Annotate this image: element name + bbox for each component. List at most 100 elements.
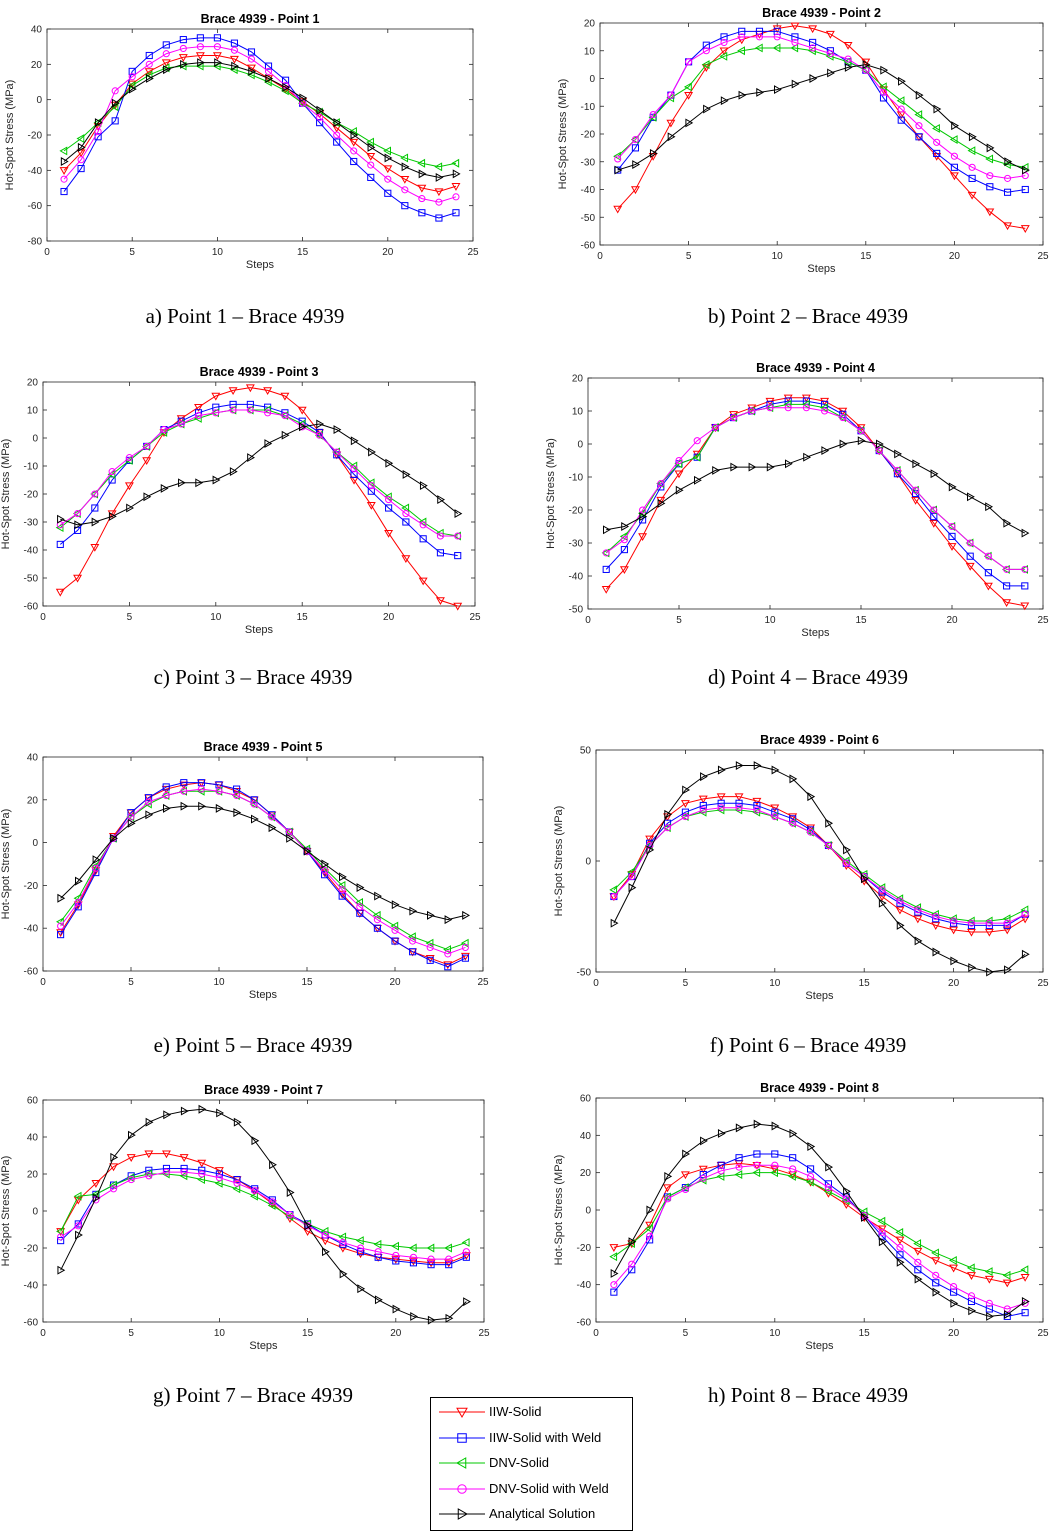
data-point <box>896 920 905 930</box>
legend-swatch <box>439 1432 485 1443</box>
data-point <box>91 504 99 512</box>
data-point <box>454 532 462 540</box>
data-point <box>823 1186 832 1196</box>
data-point <box>60 157 69 166</box>
data-point <box>128 73 136 81</box>
data-point <box>443 961 453 970</box>
data-point <box>408 1243 417 1253</box>
data-point <box>178 54 188 62</box>
data-point <box>407 932 416 942</box>
y-tick-label: 20 <box>572 374 584 385</box>
data-point <box>179 1171 188 1181</box>
legend-entry: IIW-Solid with Weld <box>431 1427 631 1449</box>
data-point <box>692 452 701 462</box>
data-point <box>967 921 976 929</box>
data-point <box>179 36 187 44</box>
x-axis-label: Steps <box>249 989 278 1001</box>
y-tick-label: 10 <box>572 407 584 418</box>
chart-title: Brace 4939 - Point 6 <box>760 733 879 747</box>
data-point <box>950 163 958 171</box>
y-tick-label: -40 <box>581 185 596 196</box>
data-point <box>1003 565 1011 573</box>
data-point <box>269 1160 277 1170</box>
data-point <box>843 42 853 50</box>
data-point <box>968 963 977 973</box>
data-point <box>734 1170 743 1179</box>
data-point <box>932 1287 941 1297</box>
x-tick-label: 25 <box>469 612 481 623</box>
data-point <box>233 1175 241 1184</box>
x-tick-label: 10 <box>772 251 784 262</box>
data-point <box>462 1253 470 1261</box>
x-tick-label: 20 <box>383 612 395 623</box>
data-point <box>790 22 800 31</box>
data-point <box>197 58 205 68</box>
y-tick-label: -50 <box>577 968 592 979</box>
data-point <box>914 1258 922 1266</box>
data-point <box>59 146 68 156</box>
x-axis-label: Steps <box>246 259 275 271</box>
series-line <box>617 25 1026 229</box>
data-point <box>444 1259 454 1268</box>
data-point <box>391 1255 401 1264</box>
data-point <box>461 1237 470 1247</box>
data-point <box>229 55 239 64</box>
data-point <box>385 504 393 512</box>
data-point <box>667 91 675 99</box>
y-tick-label: -20 <box>24 881 39 892</box>
data-point <box>912 486 920 494</box>
data-point <box>735 1154 743 1162</box>
data-point <box>878 1237 887 1247</box>
data-point <box>55 523 64 533</box>
x-tick-label: 20 <box>946 615 958 626</box>
data-point <box>933 104 942 114</box>
data-point <box>930 506 938 514</box>
data-point <box>247 453 255 463</box>
data-point <box>426 956 434 964</box>
data-point <box>773 27 781 35</box>
data-point <box>948 522 956 531</box>
data-point <box>685 118 694 128</box>
data-point <box>913 915 923 924</box>
data-point <box>56 540 64 548</box>
data-point <box>264 409 272 417</box>
data-point <box>985 921 993 929</box>
data-point <box>666 119 676 128</box>
data-point <box>610 892 618 901</box>
data-point <box>771 1161 779 1169</box>
plot-area <box>42 1099 485 1323</box>
data-point <box>338 886 346 894</box>
y-tick-label: 0 <box>32 1207 38 1218</box>
data-point <box>337 880 346 890</box>
data-point <box>931 922 941 930</box>
data-point <box>717 1161 725 1169</box>
data-point <box>333 131 341 139</box>
data-point <box>460 952 470 961</box>
data-point <box>231 61 240 71</box>
data-point <box>753 761 762 771</box>
data-point <box>771 1121 780 1131</box>
data-point <box>366 502 376 510</box>
data-point <box>126 1154 136 1162</box>
data-point <box>827 68 835 78</box>
y-axis-label: Hot-Spot Stress (MPa) <box>553 806 565 917</box>
data-point <box>1003 919 1011 927</box>
data-point <box>843 57 852 67</box>
data-point <box>968 163 976 171</box>
data-point <box>914 936 923 946</box>
data-point <box>144 1150 154 1159</box>
data-point <box>717 1129 726 1138</box>
data-point <box>460 938 469 948</box>
data-point <box>675 456 683 465</box>
data-point <box>280 392 290 401</box>
data-point <box>680 1171 690 1180</box>
y-tick-label: -10 <box>24 462 39 473</box>
chart-svg: 0 5 10 15 20 25 -80 -60 -40 -20 0 20 40 Brace 4939 - … <box>4 12 479 271</box>
data-point <box>878 886 886 894</box>
data-point <box>251 1187 259 1195</box>
data-point <box>418 577 428 586</box>
data-point <box>391 926 399 934</box>
data-point <box>91 517 100 527</box>
data-point <box>75 876 83 886</box>
x-tick-label: 0 <box>40 612 46 623</box>
